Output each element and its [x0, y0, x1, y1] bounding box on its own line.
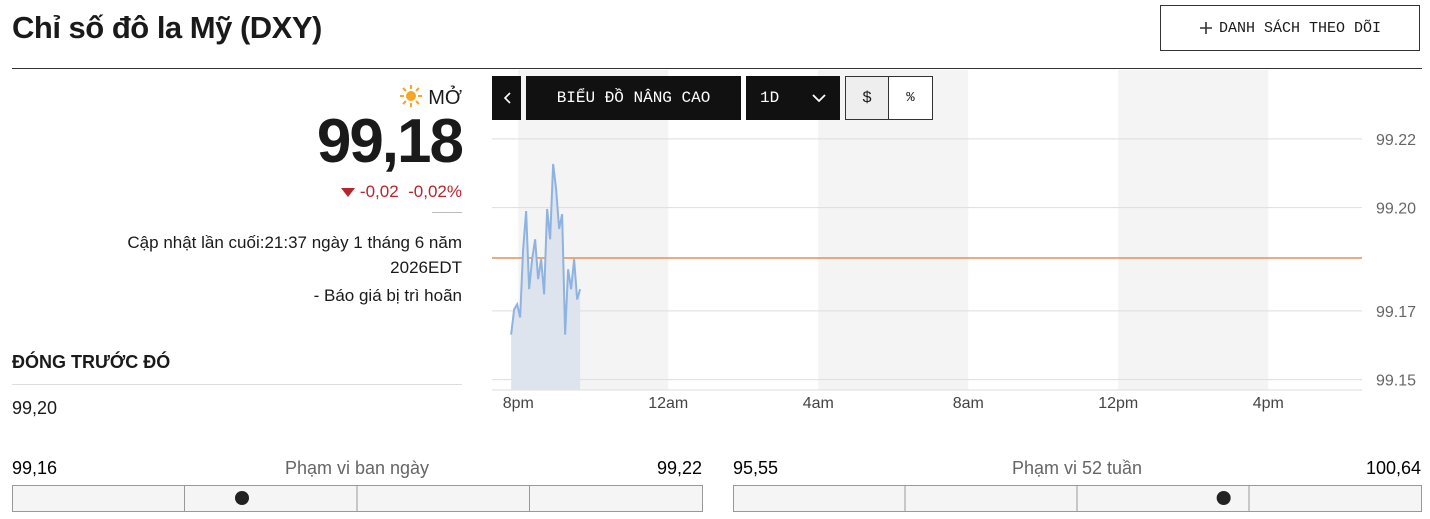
plus-icon	[1199, 22, 1212, 34]
watchlist-label: DANH SÁCH THEO DÕI	[1218, 19, 1382, 37]
divider	[12, 384, 462, 385]
x-tick-label: 8am	[953, 395, 984, 412]
period-select[interactable]: 1D	[746, 76, 840, 120]
change: -0,02 -0,02%	[12, 182, 462, 202]
x-tick-label: 4pm	[1253, 395, 1284, 412]
y-tick-label: 99.17	[1376, 304, 1416, 321]
change-percent: -0,02%	[408, 182, 462, 201]
x-tick-label: 12pm	[1098, 395, 1138, 412]
range-marker	[1216, 491, 1231, 505]
divider	[12, 68, 1422, 69]
range-high: 99,22	[657, 458, 702, 478]
page-title: Chỉ số đô la Mỹ (DXY)	[12, 10, 322, 45]
updated: Cập nhật lần cuối:21:37 ngày 1 tháng 6 n…	[127, 233, 462, 277]
back-button[interactable]	[492, 76, 521, 120]
sun-icon	[399, 85, 422, 107]
y-tick-label: 99.20	[1376, 201, 1416, 218]
range-high: 100,64	[1366, 458, 1421, 478]
period-label: 1D	[760, 89, 780, 107]
x-tick-label: 4am	[803, 395, 834, 412]
shade-band	[1118, 70, 1269, 390]
advanced-chart-button[interactable]: BIỂU ĐỒ NÂNG CAO	[526, 76, 741, 120]
range-label: Phạm vi 52 tuần	[1012, 458, 1142, 478]
divider	[432, 212, 462, 213]
range-label: Phạm vi ban ngày	[285, 458, 429, 478]
price: 99,18	[316, 107, 464, 176]
range-low: 95,55	[733, 458, 778, 478]
status: MỞ	[12, 84, 462, 110]
down-triangle	[341, 188, 356, 197]
previous-close: 99,20	[12, 398, 58, 418]
change-value: -0,02	[359, 182, 399, 201]
shade-band	[818, 70, 969, 390]
x-tick-label: 12am	[648, 395, 688, 412]
delay-note: - Báo giá bị trì hoãn	[313, 286, 462, 305]
status-text: MỞ	[428, 87, 462, 109]
watchlist-button[interactable]: DANH SÁCH THEO DÕI	[1160, 5, 1420, 51]
chevron-down	[812, 94, 826, 103]
line	[510, 163, 582, 335]
chevron-left	[503, 92, 511, 104]
y-tick-label: 99.22	[1376, 132, 1416, 149]
previous-close-label: ĐÓNG TRƯỚC ĐÓ	[12, 352, 171, 372]
percent-toggle[interactable]: %	[888, 76, 933, 120]
x-tick-label: 8pm	[503, 395, 534, 412]
range-low: 99,16	[12, 458, 57, 478]
range-marker	[235, 491, 249, 505]
y-tick-label: 99.15	[1376, 373, 1416, 390]
currency-toggle[interactable]: $	[845, 76, 889, 120]
